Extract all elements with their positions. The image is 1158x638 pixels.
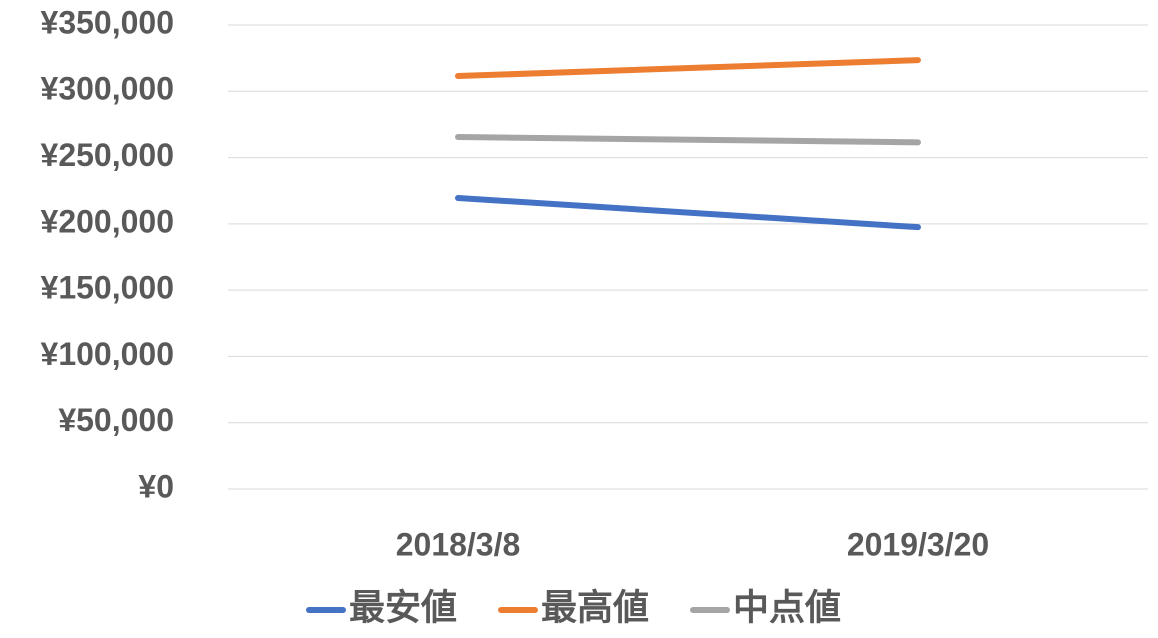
series-line [455, 134, 921, 146]
series-line [455, 57, 921, 80]
y-tick-label: ¥0 [138, 468, 174, 504]
y-tick-label: ¥100,000 [41, 336, 174, 372]
y-tick-label: ¥250,000 [41, 137, 174, 173]
y-tick-label: ¥200,000 [41, 203, 174, 239]
legend-label: 中点値 [733, 587, 841, 628]
x-tick-label: 2018/3/8 [396, 526, 521, 562]
x-tick-label: 2019/3/20 [847, 526, 989, 562]
y-tick-label: ¥300,000 [41, 71, 174, 107]
y-tick-label: ¥350,000 [41, 4, 174, 40]
series-line [455, 195, 921, 231]
legend-label: 最高値 [541, 587, 649, 628]
y-tick-label: ¥50,000 [58, 402, 174, 438]
legend-label: 最安値 [349, 587, 457, 628]
y-tick-label: ¥150,000 [41, 270, 174, 306]
